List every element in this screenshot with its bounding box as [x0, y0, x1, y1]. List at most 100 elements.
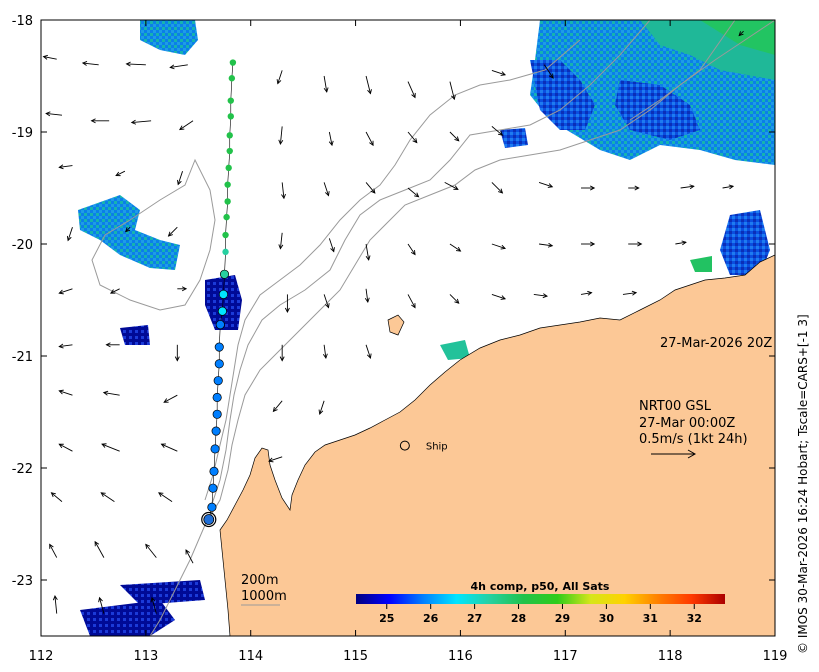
- plot-area: Ship 27-Mar-2026 20Z NRT00 GSL 27-Mar 00…: [41, 20, 775, 636]
- isobaths: [91, 20, 775, 636]
- current-vector: [101, 443, 120, 452]
- drifter-point[interactable]: [219, 269, 230, 279]
- current-vector: [115, 170, 126, 177]
- side-credit-text: © IMOS 30-Mar-2026 16:24 Hobart; Tscale=…: [796, 314, 810, 654]
- drifter-point[interactable]: [229, 59, 237, 66]
- drifter-point[interactable]: [214, 342, 224, 352]
- land-mass: [219, 254, 775, 636]
- current-vector: [323, 75, 329, 93]
- timestamp-label: 27-Mar-2026 20Z: [660, 336, 772, 351]
- current-vector: [94, 540, 105, 558]
- lat-tick-label: -23: [12, 574, 33, 589]
- drifter-point[interactable]: [213, 376, 223, 386]
- drifter-point[interactable]: [210, 444, 220, 454]
- colorbar-tick-label: 28: [511, 612, 526, 625]
- current-vector: [177, 171, 183, 186]
- drifter-point[interactable]: [208, 483, 218, 493]
- current-vector: [130, 119, 152, 125]
- drifter-point[interactable]: [209, 466, 219, 476]
- current-vector: [281, 182, 286, 200]
- drifter-point[interactable]: [226, 147, 233, 155]
- drifter-point[interactable]: [218, 289, 229, 299]
- current-vector: [539, 242, 554, 248]
- current-vector: [66, 227, 73, 242]
- colorbar-title: 4h comp, p50, All Sats: [471, 580, 610, 593]
- current-vector: [105, 342, 120, 348]
- current-vector: [109, 288, 120, 294]
- drifter-point[interactable]: [217, 306, 227, 316]
- lat-tick-label: -19: [12, 126, 33, 141]
- lat-tick-label: -22: [12, 462, 33, 477]
- current-vector: [328, 131, 334, 147]
- drifter-point[interactable]: [225, 164, 232, 172]
- drifter-latest-point: [203, 514, 215, 525]
- current-vector: [102, 390, 120, 396]
- current-vector: [125, 226, 131, 233]
- current-vector: [58, 389, 73, 396]
- current-vector: [328, 238, 335, 253]
- current-vector: [278, 126, 284, 145]
- isobath-200-label: 200m: [241, 573, 278, 588]
- drifter-point[interactable]: [222, 248, 229, 256]
- current-vector: [150, 596, 157, 614]
- current-vector: [449, 81, 456, 101]
- colorbar-gradient: [356, 594, 725, 604]
- colorbar: 4h comp, p50, All Sats 25 26 27 28 29 30 31 32: [356, 580, 725, 625]
- drifter-point[interactable]: [227, 97, 234, 104]
- current-vector: [364, 288, 370, 303]
- current-vector: [145, 543, 157, 558]
- drifter-point[interactable]: [207, 502, 217, 512]
- drifter-point[interactable]: [212, 409, 222, 419]
- plot-frame: [40, 19, 776, 637]
- current-vector: [407, 294, 416, 309]
- current-vector: [284, 294, 290, 313]
- current-vector: [533, 293, 549, 299]
- current-vector: [407, 187, 420, 198]
- colorbar-tick-label: 27: [467, 612, 482, 625]
- current-vector: [268, 456, 283, 463]
- drifter-point[interactable]: [227, 113, 234, 120]
- drifter-latest-marker[interactable]: [201, 511, 217, 528]
- drifter-point[interactable]: [224, 198, 231, 205]
- current-vector: [581, 241, 596, 247]
- current-vector: [100, 492, 115, 502]
- ship-marker[interactable]: [399, 440, 410, 451]
- current-vector: [449, 294, 460, 304]
- colorbar-tick-label: 32: [687, 612, 702, 625]
- current-vector: [52, 595, 58, 614]
- lon-tick-label: 116: [448, 649, 473, 664]
- colorbar-tick-label: 26: [423, 612, 439, 625]
- current-vector: [272, 400, 283, 413]
- current-vector: [322, 344, 328, 359]
- current-vector: [407, 243, 416, 256]
- current-vector: [42, 54, 57, 60]
- drifter-point[interactable]: [214, 359, 224, 369]
- current-vector: [491, 243, 507, 250]
- current-vector: [738, 30, 744, 37]
- current-vector: [163, 394, 178, 403]
- drifter-point[interactable]: [228, 75, 236, 82]
- drifter-point[interactable]: [224, 181, 231, 188]
- drifter-point[interactable]: [215, 320, 225, 330]
- lon-tick-label: 119: [763, 649, 788, 664]
- lon-tick-label: 113: [133, 649, 158, 664]
- lon-tick-label: 118: [658, 649, 683, 664]
- current-vector: [90, 118, 110, 124]
- current-vector: [179, 120, 194, 131]
- current-vector: [365, 243, 371, 261]
- drifter-point[interactable]: [222, 231, 229, 239]
- drifter-point[interactable]: [211, 426, 221, 436]
- lon-tick-label: 115: [343, 649, 368, 664]
- current-vector: [318, 400, 325, 415]
- isobath-1000-label: 1000m: [241, 589, 287, 604]
- drifter-point[interactable]: [223, 213, 230, 221]
- drifter-point[interactable]: [226, 132, 233, 139]
- current-vector: [622, 290, 638, 296]
- drifter-point[interactable]: [212, 392, 222, 402]
- current-vector: [491, 182, 504, 194]
- product-line-2: 27-Mar 00:00Z: [639, 416, 735, 431]
- current-vector: [365, 75, 372, 95]
- current-vector: [491, 69, 507, 76]
- current-vector: [50, 492, 63, 502]
- drifter-track: [201, 59, 237, 528]
